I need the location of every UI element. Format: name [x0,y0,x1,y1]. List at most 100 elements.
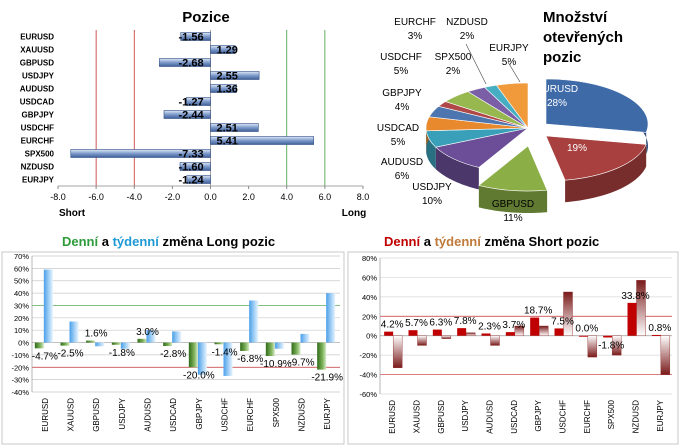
long-title-rest: změna Long pozic [159,234,275,249]
long-title-daily: Denní [62,234,99,249]
weekly-bar-eurusd [43,269,53,343]
pie-slice-side-xauusd [565,144,647,203]
weekly-bar-xauusd [69,321,79,343]
short-title-weekly: týdenní [435,234,482,249]
short-change-chart: Denní a týdenní změna Short pozic 80% 60%… [347,234,679,445]
x-category-label: NZDUSD [632,400,641,434]
weekly-bar-eurchf [249,300,259,343]
weekly-bar-gbpjpy [197,342,207,375]
pie-title-line-1: Množství [543,9,608,26]
short-change-frame [347,251,679,445]
x-category-label: USDCAD [169,398,178,432]
weekly-bar-usdjpy [465,332,476,336]
positions-category-label: USDCHF [21,124,54,133]
x-category-label: AUDUSD [144,398,153,432]
pie-percent-gbpjpy: 4% [395,102,410,113]
y-tick-label: 20% [362,312,377,321]
positions-value-label: -7.33 [179,149,204,161]
daily-bar-eurchf [578,335,588,337]
positions-bar-gbpusd [159,58,211,67]
positions-category-label: GBPUSD [20,59,54,68]
pie-percent-eurchf: 3% [408,31,423,42]
y-tick-label: 10% [14,326,29,335]
open-positions-pie-chart: Množství otevřených pozic EURUSD 28% XAUUS… [377,9,649,224]
value-label-usdchf: -1.4% [211,347,237,358]
weekly-bar-usdcad [172,331,182,343]
positions-bar-eurusd [180,32,211,41]
pie-percent-eurjpy: 5% [502,57,517,68]
value-label-nzdusd: 33.8% [621,291,649,302]
value-label-audusd: 3.0% [136,327,159,338]
x-category-label: GBPUSD [92,398,101,432]
positions-category-label: EURJPY [22,176,55,185]
weekly-bar-nzdusd [636,280,646,336]
y-tick-label: -20% [11,363,29,372]
positions-category-label: SPX500 [25,150,55,159]
y-tick-label: 20% [14,314,29,323]
value-label-usdchf: 7.5% [551,316,574,327]
daily-bar-eurjpy [317,342,327,370]
positions-bar-eurjpy [186,175,211,184]
daily-bar-gbpjpy [188,342,198,368]
weekly-bar-usdjpy [120,342,130,349]
weekly-bar-audusd [146,330,156,343]
value-label-gbpusd: 6.3% [429,318,452,329]
x-category-label: XAUUSD [413,400,422,434]
daily-bar-xauusd [60,342,70,346]
daily-bar-gbpjpy [530,317,540,336]
pie-title-line-2: otevřených [543,29,623,46]
value-label-xauusd: 5.7% [405,318,428,329]
pie-label-xauusd: XAUUSD [556,129,598,140]
pie-percent-usdcad: 5% [391,137,406,148]
pie-slice-eurjpy [495,82,529,129]
y-tick-label: -40% [11,388,29,397]
pie-label-gbpusd: GBPUSD [492,199,534,210]
y-tick-label: -20% [359,351,377,360]
pie-label-usdcad: USDCAD [377,123,419,134]
y-tick-label: -10% [11,351,29,360]
pie-slice-gbpusd [478,145,548,192]
positions-value-label: -1.56 [179,32,204,44]
weekly-bar-usdchf [223,342,233,376]
value-label-usdjpy: 7.8% [454,316,477,327]
value-label-eurusd: 4.2% [381,320,404,331]
y-tick-label: -60% [359,390,377,399]
weekly-bar-spx500 [611,335,622,356]
x-category-label: USDCHF [559,400,568,433]
positions-x-tick-label: -2.0 [165,192,181,202]
pie-slice-eurusd [545,78,649,133]
x-category-label: USDJPY [461,399,470,431]
x-category-label: NZDUSD [298,398,307,432]
positions-x-tick-label: 6.0 [319,192,332,202]
value-label-audusd: 2.3% [478,321,501,332]
pie-label-eurjpy: EURJPY [489,43,529,54]
daily-bar-gbpusd [86,340,96,343]
x-category-label: GBPJPY [195,397,204,429]
positions-bar-usdchf [210,123,259,132]
positions-x-tick-label: 4.0 [280,192,293,202]
value-label-spx500: -1.8% [598,340,624,351]
weekly-bar-gbpusd [95,342,105,347]
x-category-label: SPX500 [607,399,616,429]
pie-percent-xauusd: 19% [567,143,587,154]
positions-x-tick-label: -6.0 [88,192,104,202]
pie-percent-gbpusd: 11% [503,213,522,224]
pie-percent-spx500: 2% [446,66,461,77]
positions-value-label: -1.60 [179,162,204,174]
daily-bar-spx500 [265,342,275,357]
value-label-gbpusd: 1.6% [85,329,108,340]
daily-bar-usdcad [505,332,515,336]
positions-plot-area: -8.0 -6.0 -4.0 -2.0 0.0 2.0 4.0 6.0 8.0 EURUSD -1.… [20,30,369,202]
pie-percent-nzdusd: 2% [460,31,475,42]
positions-category-label: EURCHF [21,137,54,146]
y-tick-label: 0% [18,339,29,348]
value-label-eurchf: -6.8% [237,354,263,365]
weekly-bar-usdchf [563,291,573,336]
pie-label-eurusd: EURUSD [536,84,578,95]
pie-percent-usdchf: 5% [394,66,409,77]
positions-bar-spx500 [70,149,211,158]
positions-category-label: USDCAD [20,98,54,107]
weekly-bar-xauusd [417,335,427,346]
pie-percent-audusd: 6% [395,171,410,182]
positions-bar-nzdusd [179,162,211,171]
